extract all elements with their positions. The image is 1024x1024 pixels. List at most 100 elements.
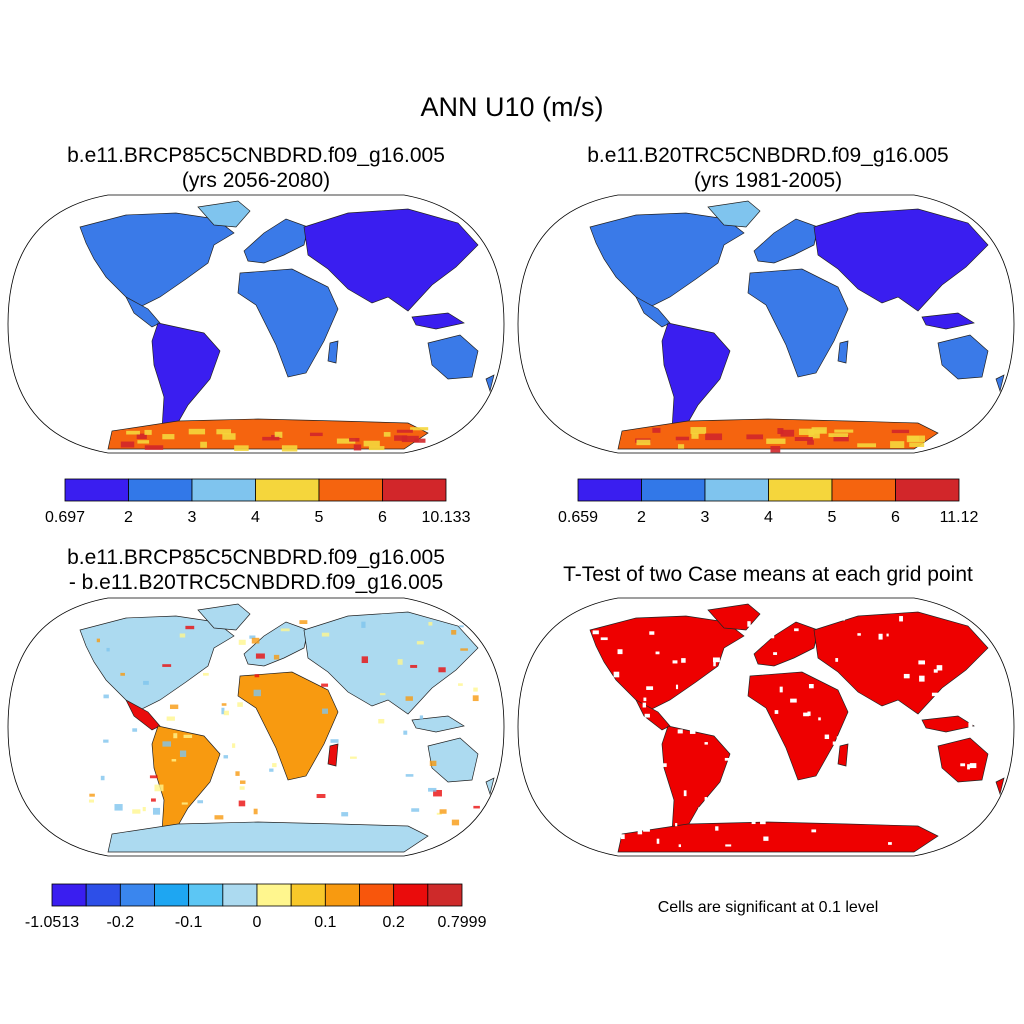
colorbar-tick-label: 10.133: [422, 509, 471, 526]
land-greenland: [197, 200, 251, 228]
colorbar-swatch: [324, 883, 360, 907]
land-se-asia-islands: [411, 715, 465, 733]
colorbar-swatch: [85, 883, 121, 907]
land-antarctica: [617, 418, 939, 450]
land-se-asia-islands: [921, 312, 975, 330]
land-new-zealand: [485, 777, 495, 796]
land-south-america: [151, 322, 221, 434]
panel-case-title: b.e11.BRCP85C5CNBDRD.f09_g16.005 (yrs 20…: [0, 143, 512, 193]
colorbar-tick-label: 11.12: [940, 509, 979, 526]
colorbar-tick-label: 2: [124, 509, 133, 526]
colorbar-swatch: [188, 883, 224, 907]
panel-case-title-line2: (yrs 2056-2080): [181, 169, 331, 192]
land-africa: [747, 268, 849, 378]
land-australia: [937, 737, 989, 783]
panel-difference-title-line1: b.e11.BRCP85C5CNBDRD.f09_g16.005: [67, 546, 445, 569]
colorbar-swatch: [641, 478, 706, 502]
panel-control-title-line1: b.e11.B20TRC5CNBDRD.f09_g16.005: [587, 144, 949, 167]
land-madagascar: [327, 743, 339, 767]
land-antarctica: [107, 418, 429, 450]
colorbar-tick-label: 0.697: [45, 509, 85, 526]
colorbar-tick-label: 6: [378, 509, 387, 526]
land-asia: [813, 611, 989, 715]
colorbar-swatch: [577, 478, 642, 502]
land-asia: [813, 208, 989, 312]
colorbar-swatch: [255, 478, 320, 502]
colorbar-control: 0.659 2 3 4 5 6 11.12: [558, 478, 979, 526]
colorbar-tick-label: 0.1: [314, 914, 336, 931]
land-south-america: [661, 725, 731, 837]
land-se-asia-islands: [411, 312, 465, 330]
land-australia: [427, 737, 479, 783]
colorbar-tick-label: 0.2: [383, 914, 405, 931]
colorbar-swatch: [119, 883, 155, 907]
colorbar-tick-label: -0.1: [175, 914, 203, 931]
land-africa: [237, 671, 339, 781]
colorbar-swatch: [256, 883, 292, 907]
land-se-asia-islands: [921, 715, 975, 733]
colorbar-tick-label: -1.0513: [25, 914, 79, 931]
colorbar-tick-label: 4: [251, 509, 260, 526]
land-madagascar: [327, 340, 339, 364]
colorbar-tick-label: 5: [315, 509, 324, 526]
colorbar-swatch: [222, 883, 258, 907]
land-antarctica: [617, 821, 939, 853]
colorbar-swatch: [128, 478, 193, 502]
significance-note: Cells are significant at 0.1 level: [657, 899, 879, 916]
map-case: [7, 194, 505, 454]
map-difference: [7, 597, 505, 857]
colorbar-swatch: [318, 478, 383, 502]
land-madagascar: [837, 743, 849, 767]
figure-title: ANN U10 (m/s): [420, 92, 604, 122]
field-texture: [120, 427, 429, 452]
land-central-america: [125, 699, 161, 731]
land-europe: [243, 218, 309, 264]
colorbar-case: 0.697 2 3 4 5 6 10.133: [45, 478, 471, 526]
colorbar-swatch: [154, 883, 190, 907]
land-asia: [303, 208, 479, 312]
land-australia: [427, 334, 479, 380]
colorbar-tick-label: 3: [188, 509, 197, 526]
land-europe: [753, 621, 819, 667]
land-north-america: [79, 615, 235, 713]
panel-case-title-line1: b.e11.BRCP85C5CNBDRD.f09_g16.005: [67, 144, 445, 167]
field-texture: [88, 620, 480, 826]
field-texture: [591, 616, 986, 851]
land-greenland: [707, 603, 761, 631]
map-frame: [7, 597, 505, 857]
land-europe: [753, 218, 819, 264]
land-central-america: [125, 296, 161, 328]
colorbar-swatch: [393, 883, 429, 907]
field-texture: [635, 427, 925, 453]
colorbar-swatch: [64, 478, 129, 502]
panel-ttest-title: T-Test of two Case means at each grid po…: [563, 563, 973, 586]
land-north-america: [589, 615, 745, 713]
colorbar-tick-label: 0: [253, 914, 262, 931]
panel-control-title-line2: (yrs 1981-2005): [693, 169, 843, 192]
colorbar-tick-label: -0.2: [107, 914, 135, 931]
land-central-america: [635, 296, 671, 328]
land-greenland: [197, 603, 251, 631]
land-new-zealand: [995, 777, 1005, 796]
panel-difference-title-line2: - b.e11.B20TRC5CNBDRD.f09_g16.005: [68, 571, 444, 594]
land-new-zealand: [995, 374, 1005, 393]
panel-control-title: b.e11.B20TRC5CNBDRD.f09_g16.005 (yrs 198…: [512, 143, 1024, 193]
land-africa: [237, 268, 339, 378]
land-australia: [937, 334, 989, 380]
map-ttest: [517, 597, 1015, 857]
land-south-america: [661, 322, 731, 434]
colorbar-tick-label: 4: [764, 509, 773, 526]
colorbar-swatch: [382, 478, 447, 502]
colorbar-tick-label: 0.7999: [438, 914, 487, 931]
colorbar-swatch: [831, 478, 896, 502]
land-antarctica: [107, 821, 429, 853]
land-madagascar: [837, 340, 849, 364]
land-africa: [747, 671, 849, 781]
colorbar-swatch: [895, 478, 960, 502]
map-frame: [517, 194, 1015, 454]
colorbar-swatch: [191, 478, 256, 502]
panel-difference-title: b.e11.BRCP85C5CNBDRD.f09_g16.005 - b.e11…: [0, 545, 512, 595]
map-frame: [7, 194, 505, 454]
colorbar-swatch: [290, 883, 326, 907]
land-greenland: [707, 200, 761, 228]
